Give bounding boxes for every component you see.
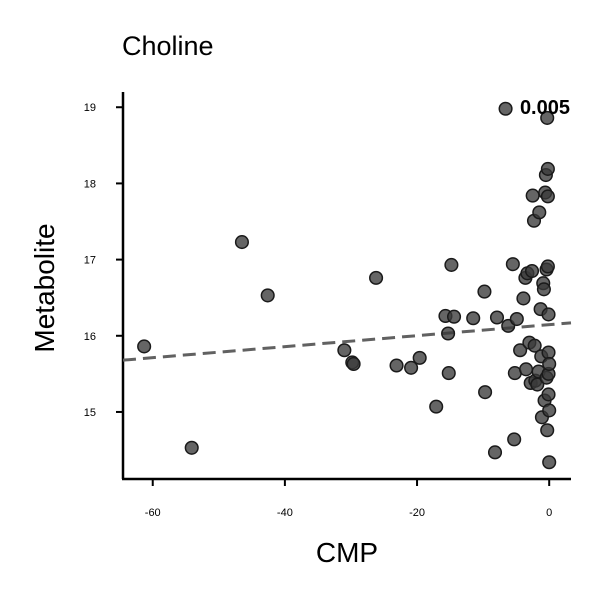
data-point xyxy=(184,440,199,455)
data-point xyxy=(540,189,555,204)
data-point xyxy=(346,356,361,372)
data-point xyxy=(507,432,522,447)
data-point xyxy=(412,350,427,365)
data-point xyxy=(478,385,493,400)
y-tick-label: 16 xyxy=(84,331,96,343)
chart-title: Choline xyxy=(122,31,214,61)
data-point xyxy=(404,360,419,375)
data-point xyxy=(441,366,456,381)
data-point xyxy=(509,311,524,327)
data-point xyxy=(542,455,557,470)
data-point xyxy=(540,161,555,176)
data-point xyxy=(260,288,275,303)
data-point xyxy=(446,309,462,324)
data-point xyxy=(369,270,384,285)
data-point xyxy=(525,188,540,203)
data-point xyxy=(498,101,513,116)
data-point xyxy=(519,362,534,377)
data-point xyxy=(540,423,555,438)
data-point xyxy=(540,110,555,125)
data-point xyxy=(532,205,547,220)
data-point xyxy=(541,307,556,322)
x-tick-label: -20 xyxy=(409,507,425,519)
trend-line xyxy=(122,321,572,362)
x-tick-label: -40 xyxy=(277,507,293,519)
x-tick-label: 0 xyxy=(546,507,552,519)
x-axis-label: CMP xyxy=(316,537,378,568)
data-point xyxy=(487,445,503,460)
data-point xyxy=(527,338,542,353)
data-point xyxy=(516,291,531,306)
data-point xyxy=(466,311,481,326)
data-point xyxy=(536,282,551,297)
y-tick-label: 18 xyxy=(84,178,96,190)
data-point xyxy=(542,356,557,372)
data-point xyxy=(137,339,152,354)
y-tick-label: 19 xyxy=(84,102,96,114)
plot-area: -60 -40 -20 0 15 16 17 18 19 xyxy=(84,92,572,519)
data-point xyxy=(541,387,556,402)
y-tick-label: 17 xyxy=(84,255,96,267)
data-point xyxy=(429,399,444,414)
data-point xyxy=(540,259,555,274)
data-point xyxy=(389,358,404,373)
y-tick-label: 15 xyxy=(84,407,96,419)
data-point xyxy=(477,284,492,299)
x-tick-label: -60 xyxy=(145,507,161,519)
data-point xyxy=(234,235,249,250)
y-axis-label: Metabolite xyxy=(29,223,60,352)
data-point xyxy=(524,263,540,279)
data-point xyxy=(489,310,505,325)
data-point xyxy=(441,326,456,341)
data-point xyxy=(444,257,459,272)
data-point xyxy=(505,257,520,272)
data-point xyxy=(513,343,528,358)
correlation-annotation: 0.005 xyxy=(520,97,570,119)
data-point xyxy=(337,343,352,358)
data-point xyxy=(542,403,557,418)
